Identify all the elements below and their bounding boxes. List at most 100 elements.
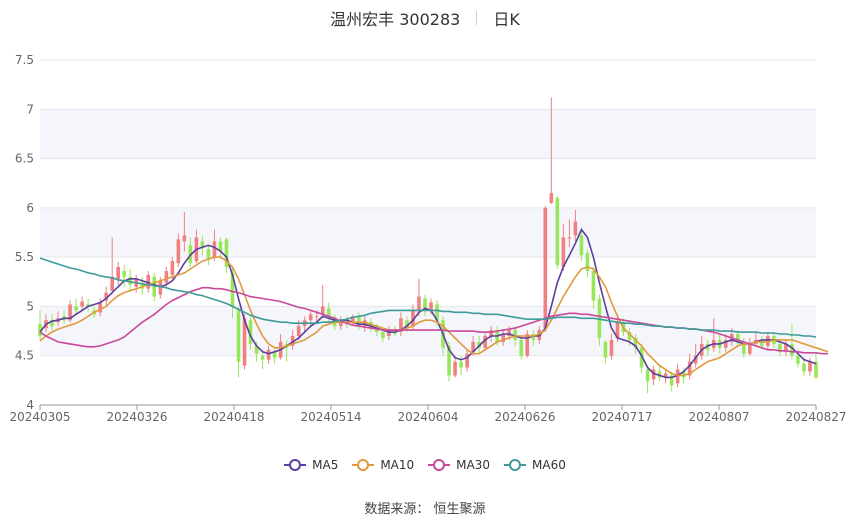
candle (663, 369, 668, 384)
candle-body (375, 328, 379, 333)
candle-body (489, 330, 493, 336)
candle-body (465, 353, 469, 368)
candle-body (74, 306, 78, 311)
y-axis: 7.5 7 6.5 6 5.5 5 4.5 4 (15, 53, 34, 412)
legend-label: MA5 (312, 458, 339, 472)
x-tick-label: 20240514 (300, 410, 361, 424)
candle-body (128, 276, 133, 285)
candle-body (675, 369, 680, 384)
candle (723, 334, 728, 352)
candle-body (206, 249, 211, 260)
candle-body (519, 339, 524, 356)
candle-body (585, 253, 590, 271)
candle-body (657, 371, 662, 378)
moving-average-lines (39, 227, 829, 379)
candle (603, 339, 608, 364)
candle-body (399, 318, 403, 333)
candle-body (387, 330, 391, 336)
candle (86, 298, 90, 312)
legend-label: MA10 (380, 458, 415, 472)
candle-body (609, 339, 614, 356)
candle-body (272, 351, 277, 358)
legend-item-ma30[interactable]: MA30 (428, 458, 490, 472)
legend-label: MA60 (532, 458, 566, 472)
candle-body (351, 316, 355, 323)
candle-body (393, 332, 397, 335)
candle-body (663, 373, 668, 378)
candle (585, 249, 590, 277)
candle-body (507, 330, 512, 336)
candle-body (447, 345, 451, 376)
candle (170, 257, 175, 279)
candle-body (471, 341, 475, 352)
candle (110, 237, 114, 295)
data-source: 数据来源： 恒生聚源 (364, 502, 486, 517)
candle (814, 353, 818, 380)
candle-body (501, 334, 505, 342)
ma5-line (39, 227, 817, 379)
candle-body (549, 193, 554, 203)
candle (176, 233, 181, 267)
legend-item-ma10[interactable]: MA10 (352, 458, 414, 472)
candle (657, 365, 662, 382)
candle-body (687, 361, 692, 376)
y-tick-label: 5 (26, 299, 34, 313)
plot-background (40, 109, 816, 356)
candle-body (110, 276, 114, 291)
candle-body (591, 270, 596, 301)
legend-item-ma5[interactable]: MA5 (284, 458, 338, 472)
candle-body (230, 272, 235, 307)
candle (453, 355, 457, 378)
candle (224, 237, 229, 273)
candle-body (50, 320, 54, 327)
candle-body (308, 314, 313, 321)
candle (122, 265, 127, 287)
candle-body (495, 332, 499, 342)
candle (561, 223, 566, 271)
candle-body (98, 302, 102, 313)
candle-body (778, 343, 782, 352)
candle (591, 267, 596, 309)
candle-body (218, 241, 223, 252)
candle-body (296, 326, 301, 336)
candle (50, 314, 54, 331)
x-tick-label: 20240305 (9, 410, 70, 424)
candle-body (802, 363, 806, 372)
candle (555, 196, 560, 269)
plot-band (40, 109, 816, 159)
candle (639, 343, 644, 374)
legend-marker (352, 459, 375, 471)
candle-body (429, 302, 433, 311)
candle (501, 330, 505, 346)
candle (146, 270, 151, 293)
candle (609, 334, 614, 360)
candle (218, 237, 223, 260)
candle-body (705, 343, 710, 350)
candle (200, 235, 205, 256)
candle-body (603, 341, 608, 358)
candle-body (176, 239, 181, 264)
candle (104, 286, 108, 307)
candle (802, 357, 806, 376)
candle-body (212, 241, 217, 258)
candle (808, 357, 812, 376)
candle (98, 298, 102, 317)
x-axis: 20240305 20240326 20240418 20240514 20240604… (9, 405, 847, 424)
candles (38, 97, 818, 394)
candle (784, 339, 788, 356)
candle-body (405, 320, 409, 329)
candle-body (80, 301, 84, 307)
candle-body (254, 345, 259, 354)
candle-body (561, 237, 566, 267)
y-tick-label: 6.5 (15, 152, 34, 166)
y-tick-label: 6 (26, 201, 34, 215)
candle-body (104, 292, 108, 301)
candle (597, 294, 602, 346)
legend-item-ma60[interactable]: MA60 (504, 458, 566, 472)
candle-body (357, 316, 361, 327)
legend-marker (504, 459, 527, 471)
candle-body (140, 282, 145, 289)
candle (272, 347, 277, 364)
candle-body (326, 308, 331, 319)
y-tick-label: 7.5 (15, 53, 34, 67)
